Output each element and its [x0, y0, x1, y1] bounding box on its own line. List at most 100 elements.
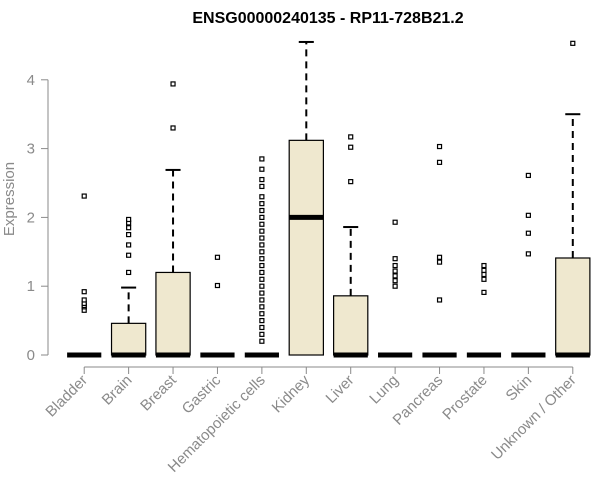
outlier-point — [126, 269, 132, 276]
outlier-point — [259, 156, 265, 162]
y-tick-label: 2 — [27, 209, 35, 226]
x-tick-label: Prostate — [439, 372, 491, 424]
outlier-point — [525, 172, 531, 179]
box-liver — [333, 134, 369, 358]
y-tick-label: 1 — [27, 278, 35, 295]
outlier-point — [392, 219, 398, 225]
box-breast — [155, 81, 191, 358]
outlier-point — [481, 271, 487, 278]
x-tick-label: Skin — [503, 372, 536, 405]
outlier-point — [525, 230, 531, 236]
outlier-point — [259, 304, 265, 310]
outlier-point — [126, 216, 132, 223]
outlier-point — [348, 144, 354, 150]
outlier-point — [481, 276, 487, 282]
box-gastric — [200, 254, 235, 358]
box-rect — [333, 295, 369, 356]
outlier-point — [436, 254, 443, 260]
outlier-point — [259, 207, 265, 214]
outlier-point — [259, 249, 265, 255]
x-tick-label: Liver — [323, 372, 358, 407]
box-rect — [155, 271, 191, 356]
outlier-point — [259, 166, 265, 172]
box-hematopoietic-cells — [244, 156, 279, 358]
box-rect — [555, 257, 591, 356]
outlier-point — [259, 228, 265, 234]
outlier-point — [259, 290, 265, 296]
box-bladder — [67, 193, 102, 358]
outlier-point — [126, 232, 132, 238]
outlier-point — [348, 179, 354, 185]
outlier-point — [436, 143, 443, 150]
outlier-point — [259, 318, 265, 324]
outlier-point — [259, 311, 265, 317]
box-pancreas — [422, 143, 457, 358]
chart-title: ENSG00000240135 - RP11-728B21.2 — [192, 10, 463, 27]
x-tick-label: Brain — [99, 372, 136, 409]
box-skin — [511, 172, 546, 358]
outlier-point — [214, 282, 221, 289]
outlier-point — [259, 331, 265, 337]
outlier-point — [259, 201, 265, 207]
outlier-point — [392, 283, 398, 289]
outlier-point — [81, 297, 87, 303]
outlier-point — [259, 338, 265, 344]
outlier-point — [259, 242, 265, 248]
y-tick-label: 0 — [27, 347, 35, 364]
outlier-point — [392, 262, 398, 269]
outlier-point — [259, 176, 265, 183]
outlier-point — [259, 324, 265, 331]
outlier-point — [392, 273, 398, 279]
outlier-point — [81, 289, 87, 295]
outlier-point — [259, 269, 265, 276]
outlier-point — [481, 289, 487, 295]
box-lung — [378, 219, 413, 358]
outlier-point — [348, 134, 354, 140]
outlier-point — [259, 297, 265, 303]
outlier-point — [126, 242, 132, 248]
outlier-point — [525, 212, 531, 218]
outlier-point — [525, 251, 531, 257]
outlier-point — [259, 283, 265, 289]
y-tick-label: 3 — [27, 141, 35, 158]
box-unknown-other — [555, 40, 591, 358]
y-tick-label: 4 — [27, 72, 35, 89]
outlier-point — [392, 268, 398, 274]
outlier-point — [259, 235, 265, 241]
outlier-point — [259, 214, 265, 220]
outlier-point — [259, 276, 265, 282]
outlier-point — [170, 81, 176, 87]
outlier-point — [481, 267, 487, 273]
outlier-point — [126, 225, 132, 231]
y-axis-label: Expression — [1, 162, 18, 236]
outlier-point — [570, 40, 576, 46]
outlier-point — [81, 193, 87, 199]
box-rect — [288, 139, 324, 356]
x-tick-label: Bladder — [42, 372, 91, 421]
x-tick-label: Unknown / Other — [488, 372, 580, 464]
outlier-point — [259, 194, 265, 200]
outlier-point — [259, 183, 265, 190]
outlier-point — [170, 125, 176, 131]
outlier-point — [259, 256, 265, 262]
box-kidney — [288, 40, 324, 356]
x-tick-label: Lung — [366, 372, 402, 408]
x-tick-label: Breast — [137, 371, 180, 414]
box-brain — [110, 216, 147, 358]
outlier-point — [436, 159, 443, 165]
x-tick-label: Kidney — [269, 371, 314, 416]
outlier-point — [214, 254, 221, 260]
outlier-point — [126, 252, 132, 258]
outlier-point — [259, 221, 265, 227]
outlier-point — [436, 259, 443, 265]
outlier-point — [481, 262, 487, 269]
box-prostate — [466, 262, 502, 358]
y-axis: 0 1 2 3 4 — [27, 72, 49, 364]
boxes — [67, 40, 591, 358]
outlier-point — [436, 297, 443, 303]
outlier-point — [392, 278, 398, 284]
outlier-point — [259, 262, 265, 269]
box-rect — [110, 322, 147, 356]
